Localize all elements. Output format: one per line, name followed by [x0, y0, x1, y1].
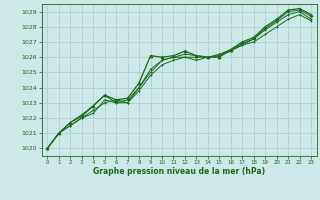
X-axis label: Graphe pression niveau de la mer (hPa): Graphe pression niveau de la mer (hPa) [93, 167, 265, 176]
